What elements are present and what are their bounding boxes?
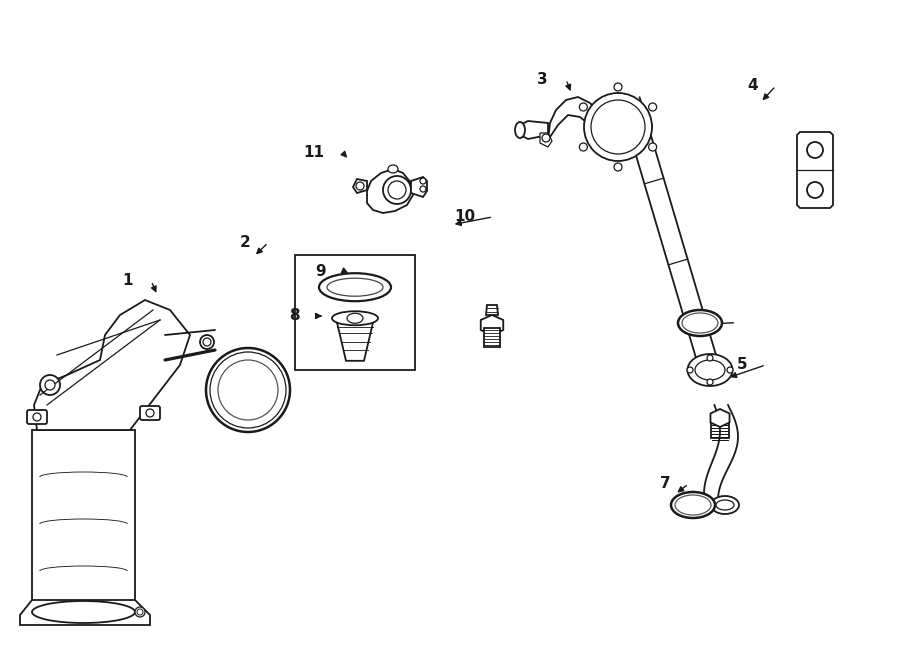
Circle shape xyxy=(707,355,713,361)
Polygon shape xyxy=(540,133,552,147)
Polygon shape xyxy=(481,315,503,335)
Ellipse shape xyxy=(671,492,715,518)
Polygon shape xyxy=(34,300,190,430)
Polygon shape xyxy=(20,600,150,625)
Ellipse shape xyxy=(356,182,364,190)
Ellipse shape xyxy=(383,176,411,204)
Ellipse shape xyxy=(682,313,718,333)
Text: 5: 5 xyxy=(737,358,748,372)
Ellipse shape xyxy=(420,186,426,192)
Circle shape xyxy=(33,413,41,421)
Circle shape xyxy=(135,607,145,617)
Ellipse shape xyxy=(515,122,525,138)
Polygon shape xyxy=(336,318,374,361)
Circle shape xyxy=(137,609,143,615)
Circle shape xyxy=(687,367,693,373)
Bar xyxy=(295,255,415,370)
Polygon shape xyxy=(484,328,500,347)
Ellipse shape xyxy=(218,360,278,420)
Text: 3: 3 xyxy=(537,72,548,87)
Text: 1: 1 xyxy=(122,274,133,288)
Circle shape xyxy=(727,367,733,373)
Polygon shape xyxy=(411,177,427,197)
Circle shape xyxy=(542,134,550,142)
Circle shape xyxy=(146,409,154,417)
Ellipse shape xyxy=(332,311,378,325)
Ellipse shape xyxy=(420,178,426,184)
Text: 11: 11 xyxy=(303,145,324,159)
Circle shape xyxy=(40,375,60,395)
Text: 6: 6 xyxy=(707,315,718,330)
Circle shape xyxy=(580,103,588,111)
Ellipse shape xyxy=(210,352,286,428)
Ellipse shape xyxy=(678,310,722,336)
Ellipse shape xyxy=(591,100,645,154)
Ellipse shape xyxy=(716,500,734,510)
Polygon shape xyxy=(710,409,730,427)
Ellipse shape xyxy=(388,181,406,199)
Text: 4: 4 xyxy=(747,79,758,93)
Polygon shape xyxy=(797,132,833,208)
Polygon shape xyxy=(486,305,498,315)
Circle shape xyxy=(649,143,657,151)
Ellipse shape xyxy=(688,354,733,386)
Polygon shape xyxy=(520,121,548,139)
Ellipse shape xyxy=(807,142,823,158)
Ellipse shape xyxy=(327,278,383,296)
Text: 7: 7 xyxy=(660,477,670,491)
Polygon shape xyxy=(353,179,367,193)
Circle shape xyxy=(649,103,657,111)
Ellipse shape xyxy=(807,182,823,198)
Circle shape xyxy=(614,83,622,91)
Circle shape xyxy=(614,163,622,171)
Ellipse shape xyxy=(206,348,290,432)
Circle shape xyxy=(580,143,588,151)
FancyBboxPatch shape xyxy=(140,406,160,420)
Ellipse shape xyxy=(32,601,135,623)
Text: 8: 8 xyxy=(289,309,300,323)
FancyBboxPatch shape xyxy=(27,410,47,424)
Ellipse shape xyxy=(675,495,711,515)
Circle shape xyxy=(45,380,55,390)
Ellipse shape xyxy=(347,313,363,323)
Text: 9: 9 xyxy=(315,264,326,278)
Ellipse shape xyxy=(695,360,725,380)
Ellipse shape xyxy=(388,165,398,173)
Polygon shape xyxy=(711,418,729,438)
Circle shape xyxy=(203,338,211,346)
Text: 10: 10 xyxy=(454,210,475,224)
Circle shape xyxy=(200,335,214,349)
Polygon shape xyxy=(367,169,413,213)
Circle shape xyxy=(707,379,713,385)
Ellipse shape xyxy=(711,496,739,514)
Ellipse shape xyxy=(319,273,391,301)
Ellipse shape xyxy=(584,93,652,161)
Text: 2: 2 xyxy=(239,235,250,250)
Polygon shape xyxy=(548,97,652,150)
